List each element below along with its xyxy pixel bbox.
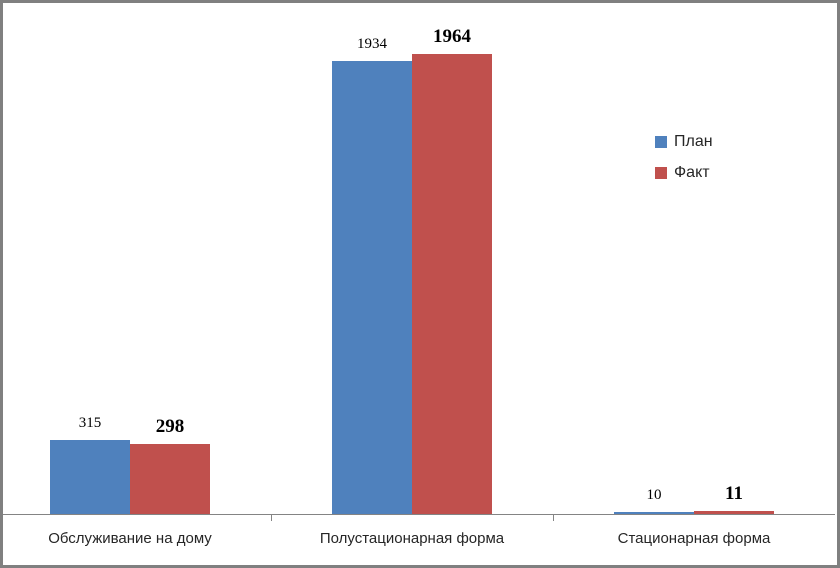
legend-label-plan: План	[674, 133, 713, 150]
plan-color-swatch	[655, 136, 667, 148]
plan-bar	[332, 61, 412, 514]
x-axis-labels: Обслуживание на дому Полустационарная фо…	[3, 530, 835, 547]
category-label: Стационарная форма	[617, 530, 771, 547]
fact-bar-column: 298	[130, 416, 210, 514]
fact-bar	[412, 54, 492, 514]
fact-bar-column: 11	[694, 483, 774, 514]
plan-bar	[50, 440, 130, 514]
plan-bar-column: 10	[614, 487, 694, 514]
x-axis-tick	[270, 514, 272, 521]
category-label: Полустационарная форма	[319, 530, 505, 547]
fact-value-label: 1964	[433, 26, 471, 47]
fact-color-swatch	[655, 167, 667, 179]
fact-bar	[130, 444, 210, 514]
fact-bar-column: 1964	[412, 26, 492, 514]
plan-value-label: 10	[646, 487, 662, 503]
fact-value-label: 298	[155, 416, 185, 437]
x-axis-tick	[553, 514, 554, 521]
legend-label-fact: Факт	[674, 164, 710, 181]
legend: План Факт	[655, 133, 713, 195]
fact-value-label: 11	[725, 483, 743, 504]
category-label: Обслуживание на дому	[48, 530, 212, 547]
plan-bar-column: 1934	[332, 36, 412, 514]
plan-bar	[614, 512, 694, 514]
plot-area: 315 298 1934 1964 10	[3, 14, 835, 547]
category-group-1: 315 298	[3, 14, 271, 514]
plan-bar-column: 315	[50, 415, 130, 514]
category-group-2: 1934 1964	[271, 14, 553, 514]
legend-item-plan: План	[655, 133, 713, 151]
category-group-3: 10 11	[553, 14, 835, 514]
plan-value-label: 1934	[357, 36, 387, 52]
legend-item-fact: Факт	[655, 164, 713, 182]
fact-bar	[694, 511, 774, 514]
plan-value-label: 315	[78, 415, 102, 431]
